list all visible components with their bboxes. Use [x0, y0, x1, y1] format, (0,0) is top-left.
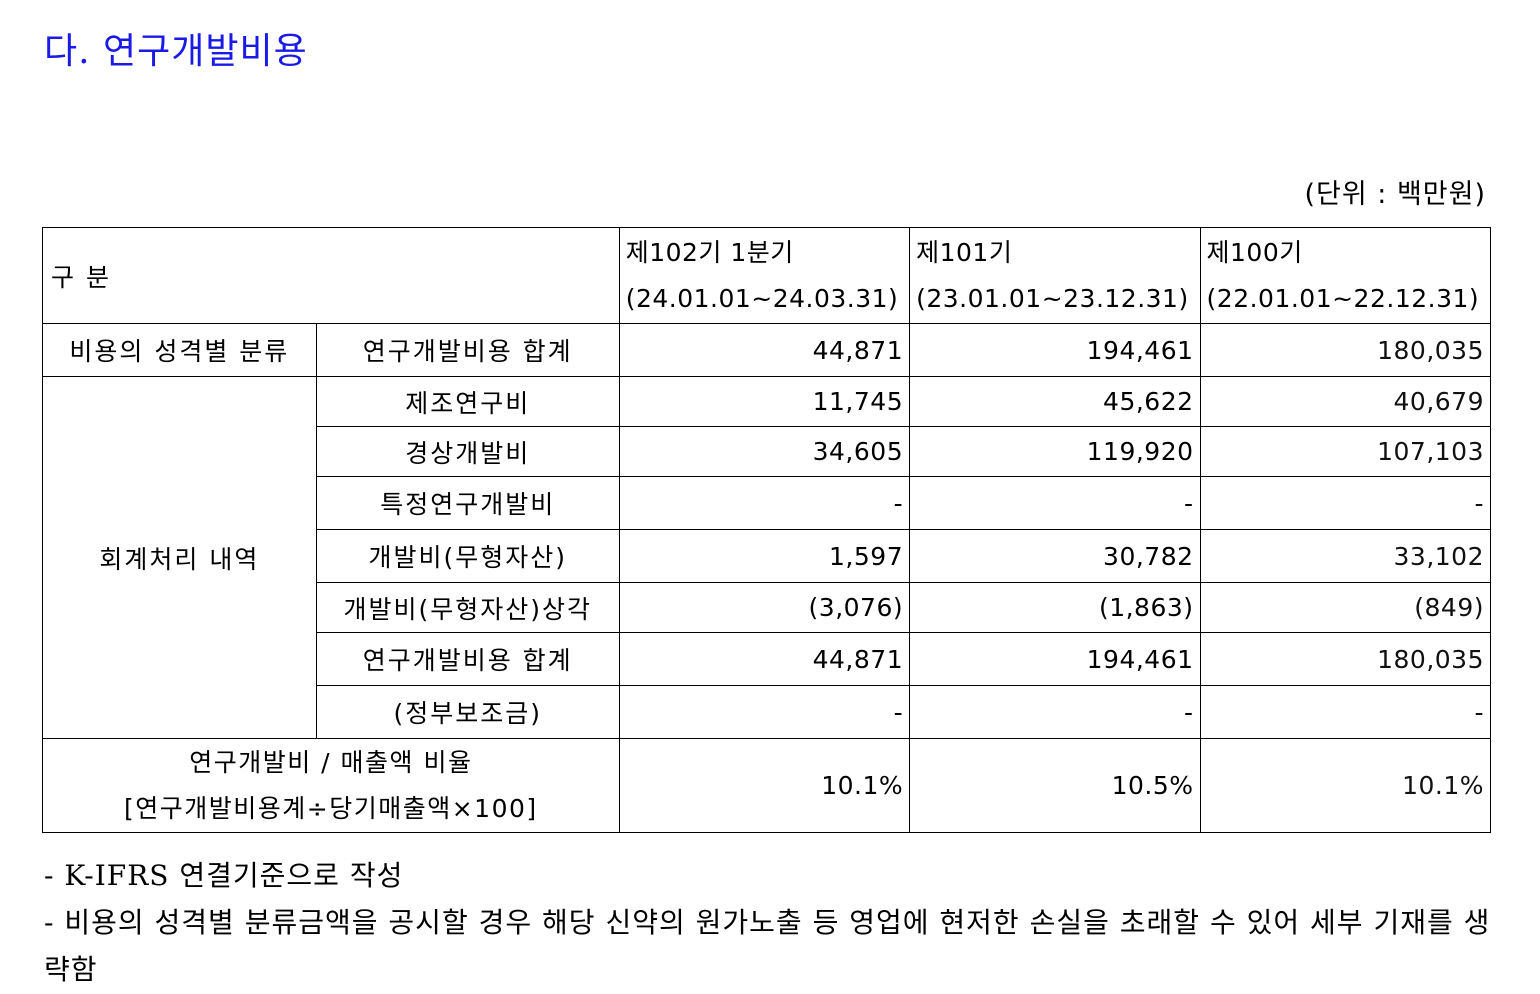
header-period-3: 제100기 (22.01.01~22.12.31) [1199, 227, 1492, 324]
rd-expense-table: 구 분 제102기 1분기 (24.01.01~24.03.31) 제101기 … [42, 227, 1492, 833]
ratio-label-line1: 연구개발비 / 매출액 비율 [189, 747, 473, 777]
cell-value: - [1199, 685, 1492, 739]
footnotes: - K-IFRS 연결기준으로 작성 - 비용의 성격별 분류금액을 공시할 경… [44, 852, 1494, 993]
cell-value: 44,871 [618, 632, 911, 686]
cell-value: - [909, 685, 1201, 739]
ratio-value: 10.1% [1199, 738, 1492, 833]
cell-value: - [618, 685, 911, 739]
row-label: 연구개발비용 합계 [315, 632, 620, 686]
ratio-label-line2: [연구개발비용계÷당기매출액×100] [124, 793, 538, 823]
header-period-name: 제101기 [916, 237, 1013, 267]
cell-value: 194,461 [909, 323, 1201, 377]
table-row: 회계처리 내역 제조연구비 11,745 45,622 40,679 [42, 376, 1492, 739]
header-period-name: 제102기 1분기 [625, 237, 794, 267]
table-row: 연구개발비용 합계 44,871 194,461 180,035 [43, 632, 1492, 686]
cell-value: 180,035 [1199, 323, 1492, 377]
cell-value: 45,622 [909, 376, 1201, 427]
ratio-value: 10.5% [909, 738, 1201, 833]
cell-value: 44,871 [618, 323, 911, 377]
header-period-2: 제101기 (23.01.01~23.12.31) [909, 227, 1201, 324]
table-row: 비용의 성격별 분류 연구개발비용 합계 44,871 194,461 180,… [42, 323, 1492, 377]
table-row: (정부보조금) - - - [43, 685, 1492, 739]
cell-value: 30,782 [909, 529, 1201, 583]
section-title: 다. 연구개발비용 [44, 31, 308, 72]
group-label-accounting: 회계처리 내역 [42, 376, 317, 739]
cell-value: (3,076) [618, 582, 911, 633]
cell-value: (1,863) [909, 582, 1201, 633]
cell-value: - [618, 476, 911, 530]
header-period-range: (23.01.01~23.12.31) [916, 283, 1189, 313]
cell-value: 107,103 [1199, 426, 1492, 477]
header-period-name: 제100기 [1206, 237, 1303, 267]
row-label: 개발비(무형자산) [315, 529, 620, 583]
header-category-label: 구 분 [42, 227, 620, 324]
row-label: 제조연구비 [315, 376, 620, 427]
cell-value: 119,920 [909, 426, 1201, 477]
footnote-item: - 비용의 성격별 분류금액을 공시할 경우 해당 신약의 원가노출 등 영업에… [44, 906, 1491, 986]
cell-value: 11,745 [618, 376, 911, 427]
row-label: 연구개발비용 합계 [315, 323, 620, 377]
cell-value: (849) [1199, 582, 1492, 633]
cell-value: 194,461 [909, 632, 1201, 686]
cell-value: 33,102 [1199, 529, 1492, 583]
table-row: 개발비(무형자산) 1,597 30,782 33,102 [43, 529, 1492, 583]
ratio-row: 연구개발비 / 매출액 비율 [연구개발비용계÷당기매출액×100] 10.1%… [42, 738, 1492, 833]
row-label: 특정연구개발비 [315, 476, 620, 530]
row-label: (정부보조금) [315, 685, 620, 739]
header-period-1: 제102기 1분기 (24.01.01~24.03.31) [618, 227, 911, 324]
footnote-item: - K-IFRS 연결기준으로 작성 [44, 859, 404, 892]
header-period-range: (24.01.01~24.03.31) [625, 283, 899, 313]
row-label: 개발비(무형자산)상각 [315, 582, 620, 633]
ratio-value: 10.1% [618, 738, 911, 833]
cell-value: 40,679 [1199, 376, 1492, 427]
row-label: 경상개발비 [315, 426, 620, 477]
table-header-row: 구 분 제102기 1분기 (24.01.01~24.03.31) 제101기 … [42, 227, 1492, 324]
cell-value: - [1199, 476, 1492, 530]
group-label-nature: 비용의 성격별 분류 [42, 323, 317, 377]
unit-label: (단위 : 백만원) [1304, 179, 1486, 210]
cell-value: - [909, 476, 1201, 530]
ratio-label: 연구개발비 / 매출액 비율 [연구개발비용계÷당기매출액×100] [42, 738, 620, 833]
header-period-range: (22.01.01~22.12.31) [1206, 283, 1480, 313]
cell-value: 180,035 [1199, 632, 1492, 686]
cell-value: 34,605 [618, 426, 911, 477]
cell-value: 1,597 [618, 529, 911, 583]
table-row: 개발비(무형자산)상각 (3,076) (1,863) (849) [43, 582, 1492, 633]
